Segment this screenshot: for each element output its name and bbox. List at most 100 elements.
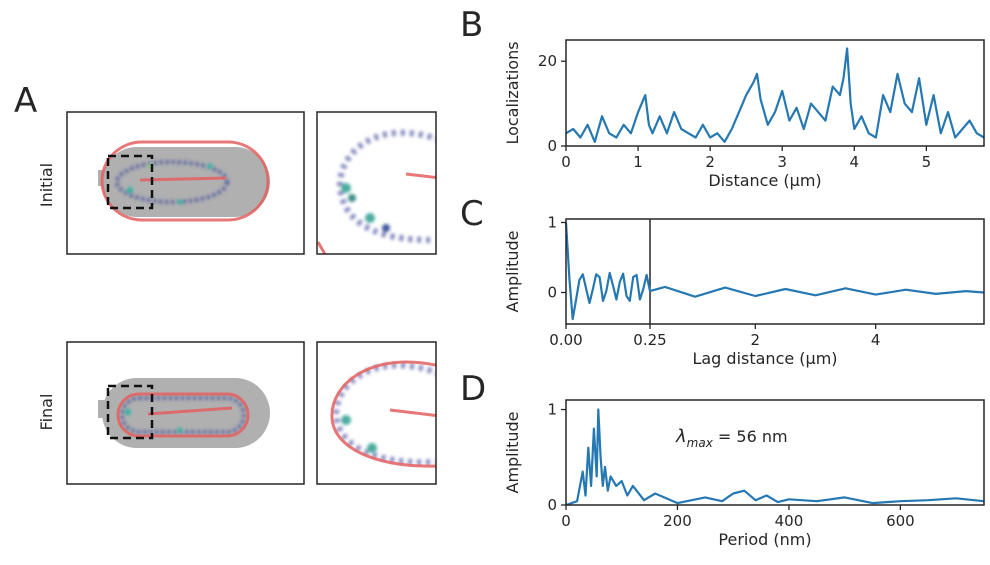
data-point xyxy=(816,500,818,502)
data-point xyxy=(850,103,852,105)
data-point xyxy=(721,500,723,502)
data-point xyxy=(968,119,971,122)
data-point xyxy=(676,502,679,504)
x-tick-label: 5 xyxy=(922,153,932,171)
data-point xyxy=(615,298,618,301)
data-point xyxy=(594,141,596,143)
cell-midline xyxy=(147,406,233,416)
data-point xyxy=(644,94,646,96)
x-tick-label: 3 xyxy=(777,153,787,171)
data-point xyxy=(609,475,612,477)
data-point xyxy=(882,94,884,96)
data-point xyxy=(774,111,776,113)
data-point xyxy=(899,500,902,502)
data-point xyxy=(607,490,609,492)
data-point xyxy=(593,428,595,430)
data-point xyxy=(597,408,599,411)
localization-cluster xyxy=(120,396,246,434)
data-point xyxy=(596,475,598,477)
data-point xyxy=(743,490,745,492)
y-axis-label: Localizations xyxy=(503,41,522,144)
panel-a-letter: A xyxy=(14,81,37,121)
initial-zoom-frame xyxy=(316,111,437,255)
x-tick-label: 0 xyxy=(561,512,571,530)
data-point xyxy=(839,94,841,96)
data-point xyxy=(955,497,957,499)
data-point xyxy=(788,498,790,500)
row-label-final: Final xyxy=(37,394,56,431)
data-point xyxy=(803,128,805,130)
y-tick-label: 1 xyxy=(547,401,557,419)
data-point xyxy=(659,115,661,117)
data-point xyxy=(680,128,682,130)
data-point xyxy=(961,128,963,130)
data-point xyxy=(582,470,584,473)
data-point xyxy=(621,480,623,482)
x-tick-label: 200 xyxy=(663,512,692,530)
data-point xyxy=(853,128,855,130)
data-point xyxy=(666,132,668,134)
data-point xyxy=(599,456,602,458)
data-point xyxy=(842,77,845,79)
data-point xyxy=(925,124,927,126)
data-point xyxy=(927,499,929,501)
data-point xyxy=(646,274,648,276)
data-point xyxy=(615,485,617,487)
series-line xyxy=(565,408,985,507)
data-point xyxy=(604,466,606,468)
final-zoom-frame xyxy=(316,341,437,485)
data-point xyxy=(766,494,768,497)
x-tick-label: 4 xyxy=(850,153,860,171)
data-point xyxy=(871,502,874,504)
initial-zoom-image xyxy=(317,129,436,254)
final-cell-image xyxy=(98,378,270,448)
data-point xyxy=(619,281,621,283)
data-point xyxy=(954,136,956,139)
y-axis-label: Amplitude xyxy=(503,231,522,313)
data-point xyxy=(754,499,757,501)
x-tick-label: 0.25 xyxy=(633,331,666,349)
zoom-box xyxy=(106,154,154,210)
data-point xyxy=(584,494,587,497)
data-point xyxy=(585,288,587,290)
y-tick-label: 1 xyxy=(547,214,557,232)
data-point xyxy=(832,86,834,88)
data-point xyxy=(599,276,601,278)
data-point xyxy=(623,124,625,126)
data-point xyxy=(905,289,907,291)
x-tick-label: 2 xyxy=(705,153,715,171)
data-point xyxy=(625,295,628,297)
x-tick-label: 1 xyxy=(633,153,643,171)
data-point xyxy=(965,290,967,292)
data-point xyxy=(626,494,628,497)
data-point xyxy=(575,298,577,301)
data-point xyxy=(572,128,574,130)
data-point xyxy=(576,500,578,502)
data-point xyxy=(632,485,634,487)
data-point xyxy=(868,132,870,134)
data-point xyxy=(642,288,644,290)
data-point xyxy=(587,124,589,126)
data-point xyxy=(767,124,769,126)
data-point xyxy=(875,136,877,139)
data-point xyxy=(810,103,812,105)
x-axis-label: Period (nm) xyxy=(718,530,811,549)
data-point xyxy=(844,287,847,289)
y-tick-label: 0 xyxy=(547,284,557,302)
data-point xyxy=(932,94,935,96)
zoom-box xyxy=(106,384,154,440)
data-point xyxy=(629,300,631,302)
data-point xyxy=(904,103,906,105)
data-point xyxy=(918,77,920,79)
data-point xyxy=(648,124,650,126)
plot-frame xyxy=(565,399,985,506)
data-point xyxy=(622,273,624,275)
initial-cell-image xyxy=(98,140,270,222)
data-point xyxy=(572,318,574,320)
data-point xyxy=(568,277,570,280)
data-point xyxy=(777,501,779,503)
data-point xyxy=(846,47,848,50)
panel-b-letter: B xyxy=(460,5,483,45)
data-point xyxy=(732,492,734,495)
data-point xyxy=(651,132,654,134)
